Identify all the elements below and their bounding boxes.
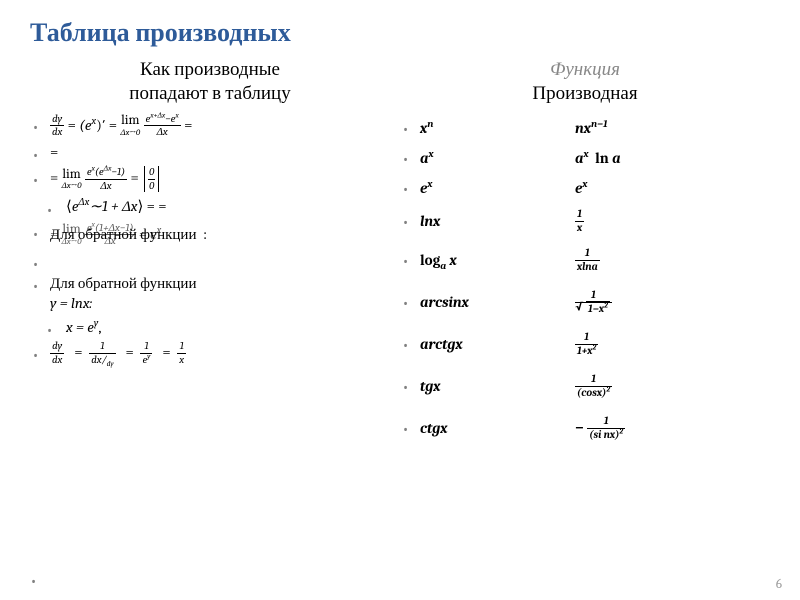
eq3: = — [50, 169, 58, 187]
y-lnx: y = lnx: — [50, 294, 92, 312]
deriv-row-6: Для обратной функции y = lnx: — [30, 273, 390, 314]
col-head-function: Функция — [550, 58, 620, 80]
func-lnx: lnx — [420, 214, 575, 229]
lim-top: lim — [120, 114, 140, 128]
deriv-row-5: = lim Δx→0 ex(1+Δx−1) Δx = ex Для обратн… — [30, 221, 390, 247]
eq: = — [119, 343, 137, 361]
func-ax: ax — [420, 151, 575, 166]
table-row: ax ax ln a — [400, 144, 770, 174]
func-xn: xn — [420, 121, 575, 136]
deriv-row-7: x = ey, — [30, 317, 390, 337]
deriv-row-2: = — [30, 142, 390, 162]
table-row: lnx 1x — [400, 204, 770, 240]
func-ctg: ctgx — [420, 421, 575, 436]
eq-eq: = = — [147, 197, 167, 215]
deriv-row-spacer — [30, 251, 390, 269]
eq: = — [68, 115, 80, 133]
func-tg: tgx — [420, 379, 575, 394]
ex-open: (e — [79, 115, 91, 133]
table-row: ctgx − 1(si nx)2 — [400, 408, 770, 450]
dy-dx-2: dy dx — [50, 341, 64, 366]
lim-top: lim — [62, 168, 82, 182]
lim-frac-2: ex(eΔx−1) Δx — [85, 167, 127, 192]
func-logax: loga x — [420, 253, 575, 268]
eq-only: = — [50, 143, 58, 161]
eq: = — [130, 169, 142, 187]
lim2: lim Δx→0 — [62, 168, 82, 191]
derivation-list: dy dx = (ex)′ = lim Δx→0 ex+Δx−ex Δx = = — [30, 114, 390, 366]
eq: = — [109, 115, 121, 133]
derivative-table: xn nxn−1 ax ax ln a ex ex lnx 1x loga x — [400, 114, 770, 450]
func-arcsin: arcsinx — [420, 295, 575, 310]
der-logax: 1xlna — [575, 248, 770, 273]
page-number: 6 — [776, 577, 782, 592]
num: ex(eΔx−1) — [85, 167, 127, 180]
table-row: arctgx 11+x2 — [400, 324, 770, 366]
inverse-text: Для обратной функции — [50, 274, 196, 292]
deriv-row-5-over: Для обратной функции : — [50, 224, 207, 244]
page-title: Таблица производных — [30, 18, 770, 48]
der-xn: nxn−1 — [575, 121, 770, 136]
corner-bullet-icon: • — [30, 572, 37, 590]
deriv-row-3: = lim Δx→0 ex(eΔx−1) Δx = 0 0 — [30, 166, 390, 192]
left-subheading-l1: Как производные — [140, 58, 280, 80]
columns: Как производные попадают в таблицу dy dx… — [30, 58, 770, 450]
deriv-row-1: dy dx = (ex)′ = lim Δx→0 ex+Δx−ex Δx = — [30, 114, 390, 139]
dy-dx-frac: dy dx — [50, 114, 64, 139]
table-row: arcsinx 11−x2 — [400, 282, 770, 324]
right-column: Функция Производная xn nxn−1 ax ax ln a … — [400, 58, 770, 450]
den: Δx — [85, 180, 127, 192]
left-subheading: Как производные попадают в таблицу — [30, 58, 390, 106]
eq: = — [68, 343, 86, 361]
angle-close: ⟩ — [138, 197, 144, 215]
left-column: Как производные попадают в таблицу dy dx… — [30, 58, 390, 450]
der-ax: ax ln a — [575, 151, 770, 166]
der-lnx: 1x — [575, 209, 770, 234]
eq-trail: = — [184, 115, 192, 133]
den: dx — [50, 126, 64, 138]
table-row: xn nxn−1 — [400, 114, 770, 144]
func-ex: ex — [420, 181, 575, 196]
deriv-row-4: ⟨eΔx∼1 + Δx⟩ = = — [30, 196, 390, 216]
lim-bot: Δx→0 — [120, 128, 140, 138]
zero-over-zero: 0 0 — [144, 166, 159, 192]
der-ctg: − 1(si nx)2 — [575, 416, 770, 441]
der-arctg: 11+x2 — [575, 332, 770, 357]
lim-bot: Δx→0 — [62, 181, 82, 191]
deriv-row-8: dy dx = 1 dx/dy = 1 ey = 1 x — [30, 341, 390, 366]
col-head-derivative: Производная — [532, 82, 637, 104]
den: Δx — [144, 126, 181, 138]
table-row: loga x 1xlna — [400, 240, 770, 282]
table-row: ex ex — [400, 174, 770, 204]
inv-frac-2: 1 ey — [140, 341, 152, 366]
left-subheading-l2: попадают в таблицу — [129, 82, 290, 104]
der-arcsin: 11−x2 — [575, 290, 770, 315]
eq: = — [156, 343, 174, 361]
right-subheading: Функция Производная — [400, 58, 770, 106]
der-tg: 1(cosx)2 — [575, 374, 770, 399]
inv-frac-3: 1 x — [177, 341, 186, 366]
lim1: lim Δx→0 — [120, 114, 140, 137]
ex-close: )′ — [96, 115, 105, 133]
inv-frac-1: 1 dx/dy — [89, 341, 115, 366]
x-ey: x = e — [66, 318, 94, 336]
lim-frac-1: ex+Δx−ex Δx — [144, 114, 181, 139]
der-ex: ex — [575, 181, 770, 196]
table-row: tgx 1(cosx)2 — [400, 366, 770, 408]
func-arctg: arctgx — [420, 337, 575, 352]
